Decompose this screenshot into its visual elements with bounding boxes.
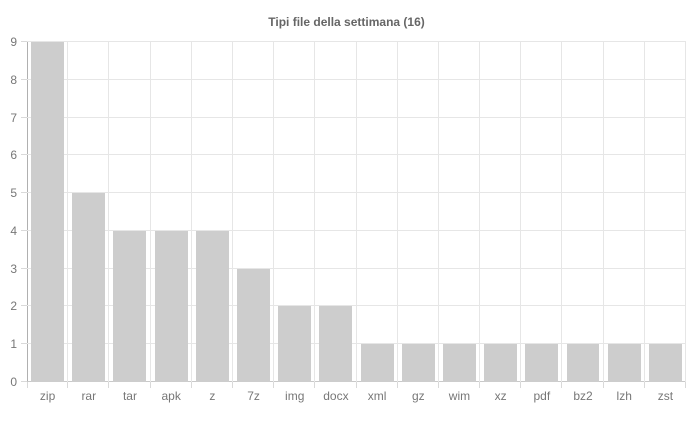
v-gridline <box>149 42 151 382</box>
x-tick <box>67 382 69 388</box>
h-gridline <box>27 305 686 307</box>
y-tick <box>21 305 27 307</box>
v-gridline <box>231 42 233 382</box>
x-tick-label: rar <box>81 389 97 403</box>
y-tick-label: 2 <box>10 299 17 314</box>
y-tick-label: 9 <box>10 35 17 49</box>
x-tick-label: zip <box>39 389 56 403</box>
x-axis-line <box>27 381 686 382</box>
x-tick-label: wim <box>448 389 471 403</box>
bar <box>319 306 353 382</box>
y-axis-line <box>27 42 28 382</box>
x-tick <box>355 382 357 388</box>
y-tick <box>21 192 27 194</box>
v-gridline <box>685 42 686 382</box>
v-gridline <box>108 42 110 382</box>
x-tick <box>314 382 316 388</box>
h-gridline <box>27 267 686 269</box>
bar <box>648 344 682 382</box>
y-tick-label: 8 <box>10 72 17 87</box>
bar <box>72 193 106 382</box>
bar <box>566 344 600 382</box>
bar <box>113 230 147 382</box>
v-gridline <box>190 42 192 382</box>
h-gridline <box>27 78 686 80</box>
y-tick-label: 0 <box>10 375 17 389</box>
x-tick <box>396 382 398 388</box>
x-tick <box>149 382 151 388</box>
h-gridline <box>27 41 686 42</box>
x-tick-label: img <box>285 389 305 403</box>
y-tick-label: 7 <box>10 110 17 125</box>
bar <box>360 344 394 382</box>
x-tick <box>479 382 481 388</box>
y-tick-label: 6 <box>10 148 17 163</box>
v-gridline <box>355 42 357 382</box>
bar <box>484 344 518 382</box>
y-tick <box>21 381 27 382</box>
x-tick-label: docx <box>323 389 349 403</box>
bar <box>442 344 476 382</box>
x-tick-label: pdf <box>533 389 551 403</box>
y-tick <box>21 78 27 80</box>
h-gridline <box>27 343 686 345</box>
x-tick <box>273 382 275 388</box>
x-tick-label: lzh <box>616 389 632 403</box>
v-gridline <box>273 42 275 382</box>
x-tick <box>602 382 604 388</box>
x-tick <box>190 382 192 388</box>
y-tick-label: 1 <box>10 337 17 352</box>
v-gridline <box>561 42 563 382</box>
y-tick <box>21 41 27 42</box>
x-tick-label: bz2 <box>573 389 593 403</box>
h-gridline <box>27 192 686 194</box>
y-tick-label: 4 <box>10 223 17 238</box>
chart-title: Tipi file della settimana (16) <box>268 15 425 29</box>
x-tick-label: xz <box>494 389 507 403</box>
bar <box>401 344 435 382</box>
bar <box>607 344 641 382</box>
bar <box>154 230 188 382</box>
h-gridline <box>27 116 686 118</box>
x-tick-label: z <box>209 389 216 403</box>
x-tick <box>231 382 233 388</box>
x-tick-label: apk <box>161 389 181 403</box>
h-gridline <box>27 229 686 231</box>
x-tick <box>561 382 563 388</box>
v-gridline <box>67 42 69 382</box>
y-tick <box>21 229 27 231</box>
x-tick-label: 7z <box>247 389 260 403</box>
x-tick <box>643 382 645 388</box>
x-tick <box>685 382 686 388</box>
y-tick <box>21 267 27 269</box>
plot-area <box>21 41 686 388</box>
x-tick <box>27 382 28 388</box>
bar <box>31 42 65 382</box>
v-gridline <box>479 42 481 382</box>
v-gridline <box>643 42 645 382</box>
x-tick-label: zst <box>657 389 674 403</box>
bar <box>278 306 312 382</box>
x-tick <box>520 382 522 388</box>
x-tick-label: gz <box>411 389 425 403</box>
v-gridline <box>602 42 604 382</box>
bar <box>525 344 559 382</box>
v-gridline <box>314 42 316 382</box>
x-tick <box>437 382 439 388</box>
y-tick <box>21 343 27 345</box>
h-gridline <box>27 154 686 156</box>
v-gridline <box>437 42 439 382</box>
bar <box>237 268 270 382</box>
y-tick <box>21 154 27 156</box>
y-tick-label: 5 <box>10 186 17 201</box>
x-tick-label: xml <box>367 389 387 403</box>
x-tick <box>108 382 110 388</box>
y-tick <box>21 116 27 118</box>
x-tick-label: tar <box>122 389 137 403</box>
v-gridline <box>520 42 522 382</box>
v-gridline <box>396 42 398 382</box>
y-tick-label: 3 <box>10 261 17 276</box>
bar <box>195 230 229 382</box>
